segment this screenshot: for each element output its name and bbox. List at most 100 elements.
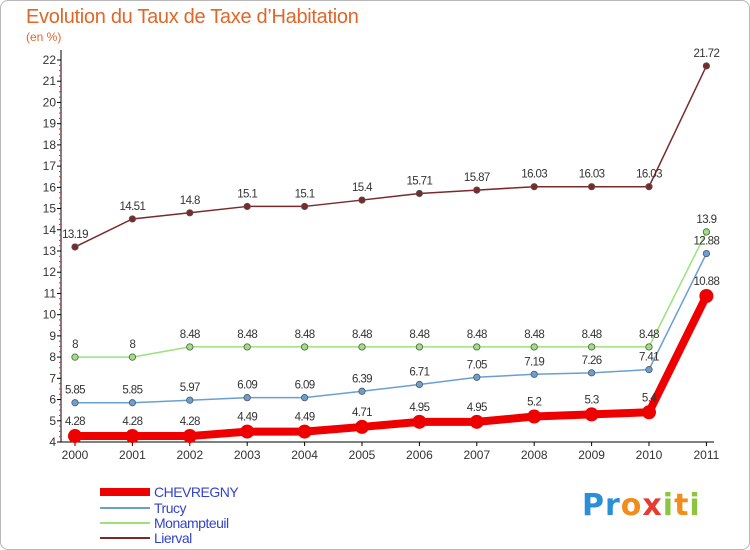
x-tick-label: 2011 [693,448,719,462]
data-label: 8.48 [582,329,602,341]
data-label: 4.95 [467,402,487,414]
y-tick-label: 18 [43,138,57,152]
data-point [71,399,79,407]
legend-label: Monampteuil [154,515,229,531]
x-tick-label: 2008 [521,448,548,462]
data-point [473,343,481,351]
legend-item: CHEVREGNY [100,484,240,500]
y-tick-label: 5 [49,414,56,428]
data-point [71,243,79,251]
data-label: 6.71 [409,366,429,378]
data-label: 8 [72,339,78,351]
data-point [68,429,82,444]
data-point [240,424,255,439]
data-point [125,429,140,444]
data-label: 14.51 [120,201,146,213]
x-tick-label: 2010 [636,448,663,462]
data-label: 8.48 [524,329,544,341]
data-label: 4.28 [122,416,142,428]
data-label: 13.9 [696,214,716,226]
y-tick-label: 22 [43,53,57,67]
x-tick-label: 2003 [234,448,261,462]
data-point [358,387,366,395]
proxiti-logo: Proxiti [582,488,701,523]
x-tick-label: 2005 [349,448,376,462]
data-point [186,396,194,404]
data-point [243,394,251,402]
data-label: 7.19 [524,356,544,368]
data-label: 4.49 [237,412,257,424]
data-point [297,424,312,439]
data-label: 16.03 [579,169,605,181]
y-tick-label: 16 [43,180,57,194]
y-tick-label: 4 [49,435,56,449]
data-label: 16.03 [521,169,547,181]
data-label: 10.88 [694,276,720,288]
logo-letter: i [689,488,701,523]
series-line [74,65,708,248]
data-point [469,414,484,429]
legend-item: Lierval [100,530,193,546]
data-point [702,62,711,70]
data-point [412,414,427,429]
data-label: 7.41 [639,352,659,364]
data-point [699,288,714,303]
y-tick-label: 9 [49,329,56,343]
data-point [186,209,194,217]
data-point [415,343,423,351]
series-monampteuil: 8 8 8.48 8.48 8.48 8.48 8.48 8.48 8.48 8.48 8.48 13… [71,214,717,361]
data-point [530,183,538,191]
data-point [587,369,596,377]
logo-letter: x [642,488,663,523]
series-trucy: 5.85 5.85 5.97 6.09 6.09 6.39 6.71 7.05 7.19 7.26… [65,236,720,407]
data-label: 14.8 [180,195,200,207]
data-point [530,343,538,351]
data-label: 7.26 [582,355,602,367]
y-tick-label: 6 [49,393,56,407]
data-label: 15.71 [407,175,433,187]
data-point [128,399,136,407]
data-label: 5.85 [122,385,142,397]
data-label: 8.48 [639,329,659,341]
data-point [587,183,596,191]
y-tick-label: 12 [43,265,57,279]
data-point [584,407,599,422]
data-label: 8.48 [409,329,429,341]
series-line [75,253,708,404]
y-tick-label: 20 [43,95,57,109]
data-label: 8 [130,339,136,351]
data-label: 8.48 [352,329,372,341]
legend-label: Lierval [154,530,192,546]
legend-item: Trucy [100,500,187,516]
data-point [415,189,423,198]
logo-letter: t [674,488,690,523]
data-point [358,343,366,351]
legend-item: Monampteuil [100,515,230,531]
data-label: 4.95 [409,402,429,414]
data-label: 6.09 [295,380,315,392]
chart-title: Evolution du Taux de Taxe d’Habitation [26,6,359,28]
legend-label: CHEVREGNY [154,484,239,500]
y-tick-label: 11 [44,286,57,300]
logo-letter: o [620,488,643,523]
data-label: 8.48 [237,329,257,341]
data-label: 16.03 [636,169,662,181]
y-tick-label: 13 [43,244,57,258]
data-point [182,429,197,444]
y-tick-label: 14 [43,223,57,237]
x-tick-label: 2007 [463,448,490,462]
data-label: 21.72 [694,48,720,60]
y-tick-label: 19 [43,117,57,131]
data-point [645,366,653,374]
data-point [587,343,596,351]
x-tick-label: 2004 [291,448,318,462]
data-point [300,202,309,211]
data-point [642,405,656,420]
data-label: 15.1 [295,188,315,200]
data-point [186,343,194,351]
data-point [128,215,136,223]
data-label: 7.05 [467,359,487,371]
data-point [243,343,251,351]
